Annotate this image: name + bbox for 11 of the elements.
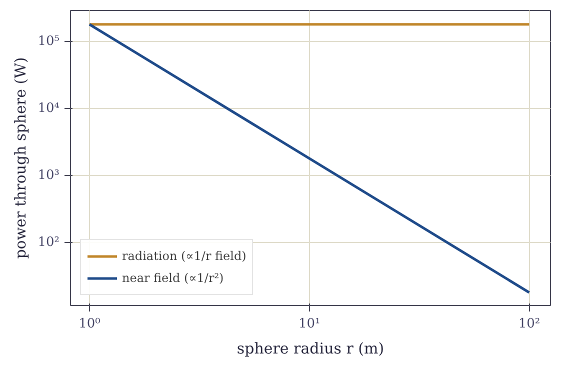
y-tick-label: 10⁵: [38, 34, 60, 49]
y-tick-label: 10²: [38, 235, 60, 250]
y-tick-label: 10³: [38, 168, 60, 184]
y-tick-label: 10⁴: [38, 101, 60, 116]
x-axis-title: sphere radius r (m): [236, 340, 384, 358]
legend-label: radiation (∝1/r field): [122, 249, 246, 263]
y-axis-title: power through sphere (W): [12, 57, 30, 259]
x-tick-label: 10²: [518, 316, 540, 332]
x-tick-label: 10⁰: [78, 316, 100, 332]
legend-label: near field (∝1/r²): [122, 271, 224, 285]
x-tick-label: 10¹: [298, 316, 320, 332]
